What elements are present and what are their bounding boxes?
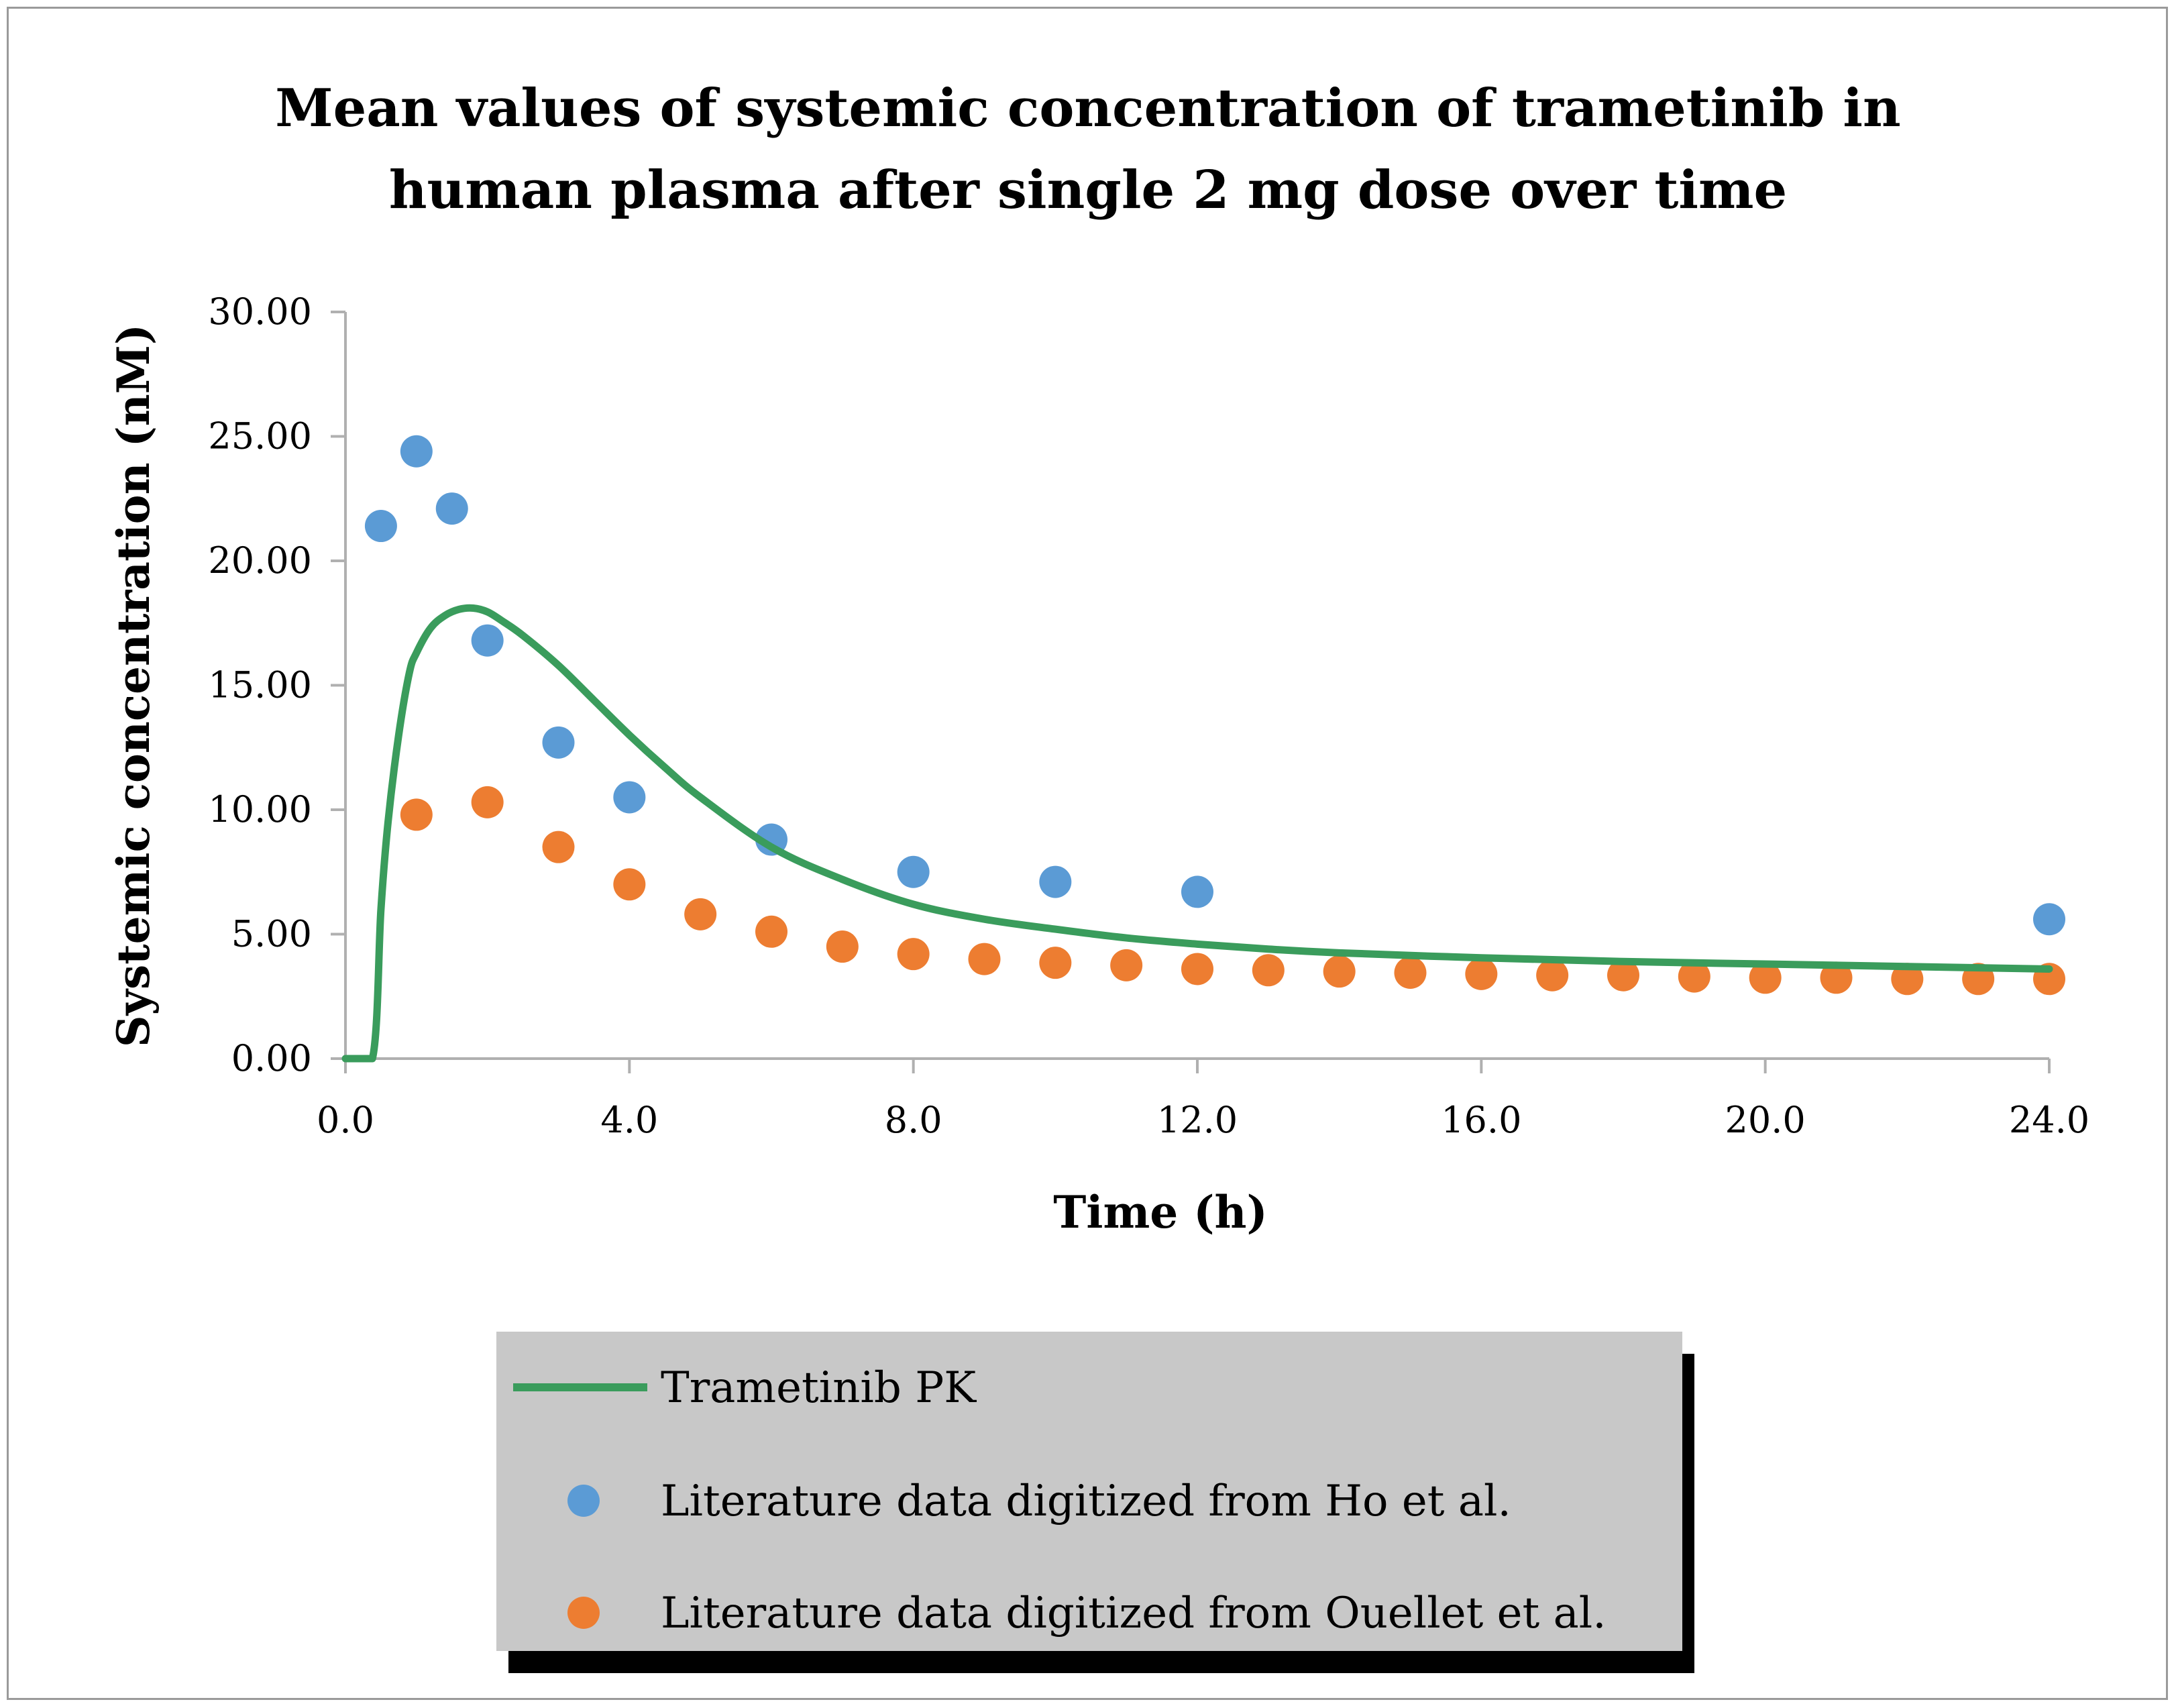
scatter-point-series-1 (613, 781, 646, 814)
scatter-point-series-1 (435, 492, 468, 525)
y-axis-title: Systemic concentration (nM) (107, 324, 160, 1047)
chart-title-line-1: Mean values of systemic concentration of… (275, 78, 1900, 139)
scatter-point-series-2 (1678, 960, 1710, 993)
scatter-point-series-2 (613, 868, 646, 901)
y-tick-label: 15.00 (208, 664, 312, 706)
y-tick-label: 20.00 (208, 539, 312, 582)
scatter-point-series-1 (1039, 865, 1072, 898)
scatter-point-series-1 (2033, 903, 2065, 936)
x-tick-label: 0.0 (317, 1099, 374, 1141)
scatter-point-series-1 (364, 510, 397, 543)
legend-label-ho: Literature data digitized from Ho et al. (661, 1477, 1511, 1526)
line-series-trametinib-pk (341, 604, 2053, 1063)
y-ticks: 0.00 5.00 10.00 15.00 20.00 25.00 30.00 (208, 290, 345, 1079)
x-tick-label: 16.0 (1441, 1099, 1521, 1141)
legend-swatch-ouellet (567, 1597, 600, 1629)
y-tick-label: 5.00 (231, 913, 312, 955)
scatter-point-series-1 (1181, 875, 1213, 908)
scatter-point-series-1 (400, 435, 433, 468)
x-tick-label: 4.0 (600, 1099, 658, 1141)
scatter-point-series-2 (471, 786, 504, 818)
x-tick-label: 24.0 (2009, 1099, 2089, 1141)
figure-frame (7, 7, 2168, 1700)
scatter-point-series-2 (1749, 961, 1782, 994)
scatter-point-series-2 (1110, 949, 1143, 981)
scatter-point-series-2 (1039, 947, 1072, 979)
y-tick-label: 10.00 (208, 788, 312, 831)
plot-area (341, 435, 2065, 1063)
scatter-point-series-2 (1252, 954, 1285, 987)
legend-box (496, 1332, 1682, 1651)
scatter-point-series-1 (471, 624, 504, 657)
scatter-point-series-2 (542, 831, 575, 863)
scatter-point-series-2 (1465, 957, 1498, 990)
x-tick-label: 20.0 (1725, 1099, 1806, 1141)
legend-swatch-ho (567, 1485, 600, 1517)
scatter-point-series-2 (1323, 955, 1356, 988)
x-tick-label: 8.0 (885, 1099, 942, 1141)
scatter-point-series-2 (1394, 957, 1427, 990)
scatter-point-series-2 (897, 938, 930, 971)
scatter-point-series-2 (1181, 953, 1213, 985)
scatter-point-series-2 (968, 943, 1001, 975)
scatter-point-series-2 (1607, 959, 1639, 992)
scatter-point-series-2 (1536, 959, 1569, 992)
legend-label-trametinib-pk: Trametinib PK (661, 1363, 977, 1413)
y-tick-label: 25.00 (208, 415, 312, 458)
legend: Trametinib PK Literature data digitized … (496, 1332, 1694, 1673)
scatter-point-series-2 (1891, 963, 1924, 996)
scatter-point-series-2 (684, 898, 717, 930)
x-tick-label: 12.0 (1157, 1099, 1238, 1141)
scatter-point-series-2 (755, 915, 787, 948)
scatter-point-series-2 (1820, 961, 1853, 994)
y-tick-label: 0.00 (231, 1037, 312, 1079)
x-ticks: 0.0 4.0 8.0 12.0 16.0 20.0 24.0 (317, 1059, 2089, 1141)
scatter-point-series-1 (897, 855, 930, 888)
scatter-point-series-2 (826, 930, 859, 963)
y-tick-label: 30.00 (208, 290, 312, 333)
x-axis-title: Time (h) (1053, 1186, 1267, 1238)
scatter-point-series-1 (542, 726, 575, 759)
chart-title-line-2: human plasma after single 2 mg dose over… (389, 160, 1787, 221)
legend-label-ouellet: Literature data digitized from Ouellet e… (661, 1589, 1607, 1638)
scatter-point-series-2 (400, 798, 433, 831)
